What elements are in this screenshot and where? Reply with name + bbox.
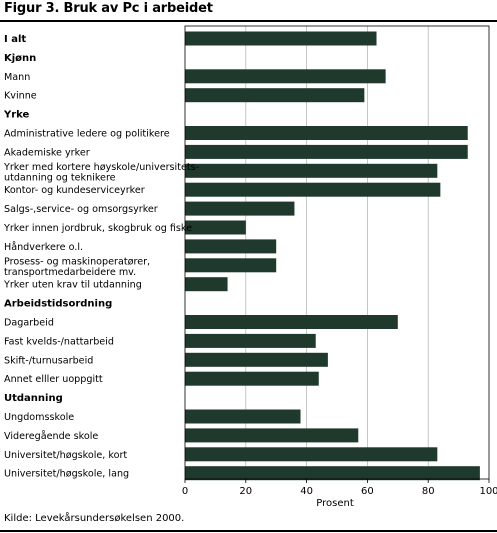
bar-12 [185, 258, 277, 273]
category-label-11: Håndverkere o.l. [4, 240, 83, 253]
bar-0 [185, 31, 377, 46]
bar-15 [185, 315, 398, 329]
x-axis: 0 20 40 60 80 100 Prosent [182, 25, 497, 509]
tick-label-40: 40 [300, 486, 313, 497]
category-label-4: Yrke [3, 110, 30, 121]
tick-label-80: 80 [422, 486, 435, 497]
tick-label-20: 20 [239, 486, 252, 497]
category-label-12: Prosess- og maskinoperatører, transportme… [4, 256, 150, 278]
bar-11 [185, 239, 277, 254]
bar-2 [185, 69, 386, 84]
tick-label-100: 100 [479, 486, 497, 497]
category-label-14: Arbeidstidsordning [4, 299, 112, 310]
bar-22 [185, 447, 438, 462]
category-label-13: Yrker uten krav til utdanning [3, 280, 142, 291]
bar-21 [185, 428, 359, 443]
category-label-21: Videregående skole [4, 429, 98, 442]
category-label-16: Fast kvelds-/nattarbeid [4, 336, 114, 347]
figure-title: Figur 3. Bruk av Pc i arbeidet [4, 1, 213, 16]
bars [185, 31, 480, 481]
bar-5 [185, 126, 468, 140]
category-label-17: Skift-/turnusarbeid [4, 355, 93, 366]
tick-label-0: 0 [182, 486, 188, 497]
bottom-rule [0, 530, 497, 532]
bar-3 [185, 88, 365, 103]
bar-20 [185, 409, 301, 424]
bar-13 [185, 277, 228, 292]
category-label-8: Kontor- og kundeserviceyrker [4, 185, 145, 196]
category-label-7: Yrker med kortere høyskole/universitets-… [3, 162, 199, 184]
bar-9 [185, 201, 295, 216]
category-label-3: Kvinne [4, 91, 37, 102]
bar-23 [185, 466, 480, 481]
bar-6 [185, 144, 468, 159]
category-label-2: Mann [4, 72, 30, 83]
category-labels: I alt Kjønn Mann Kvinne Yrke Administrative l… [3, 34, 199, 480]
bar-7 [185, 163, 438, 178]
category-label-10: Yrker innen jordbruk, skogbruk og fiske [3, 223, 192, 234]
title-rule [0, 20, 497, 22]
plot-frame [184, 25, 490, 480]
category-label-0: I alt [4, 34, 26, 45]
source-note: Kilde: Levekårsundersøkelsen 2000. [4, 513, 185, 524]
category-label-23: Universitet/høgskole, lang [4, 469, 129, 480]
category-label-1: Kjønn [4, 53, 36, 64]
category-label-9: Salgs-,service- og omsorgsyrker [4, 204, 158, 215]
category-label-6: Akademiske yrker [4, 147, 90, 158]
bar-18 [185, 371, 319, 386]
bar-8 [185, 182, 441, 197]
x-axis-title: Prosent [316, 498, 354, 509]
category-label-5: Administrative ledere og politikere [4, 129, 170, 140]
category-label-22: Universitet/høgskole, kort [4, 450, 127, 461]
tick-label-60: 60 [361, 486, 374, 497]
category-label-15: Dagarbeid [4, 318, 54, 329]
category-label-18: Annet elller uoppgitt [4, 374, 103, 385]
bar-10 [185, 220, 246, 235]
bar-16 [185, 333, 316, 348]
bar-17 [185, 352, 328, 367]
category-label-20: Ungdomsskole [4, 412, 74, 423]
category-label-19: Utdanning [4, 393, 63, 404]
